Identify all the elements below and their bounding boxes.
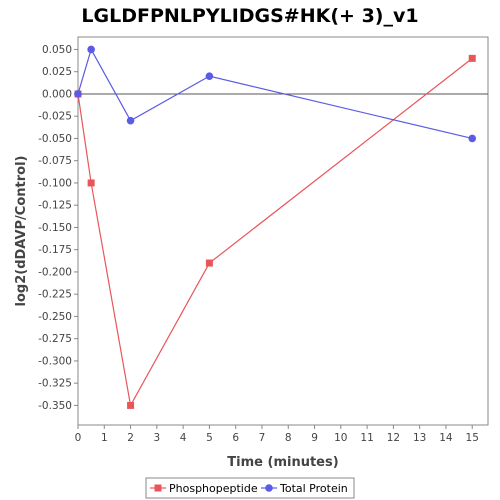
legend-marker-total-protein	[265, 484, 273, 492]
y-tick-label: -0.250	[38, 311, 72, 323]
y-tick-label: -0.050	[38, 133, 72, 145]
x-axis: 0 1 2 3 4 5 6 7 8 9 10 11 12 13 14 15	[75, 425, 479, 444]
series-group	[74, 45, 477, 409]
y-tick-label: -0.075	[38, 155, 72, 167]
data-point-phosphopeptide	[87, 179, 95, 187]
x-tick-label: 1	[101, 432, 108, 444]
x-tick-label: 9	[311, 432, 318, 444]
chart-title: LGLDFPNLPYLIDGS#HK(+ 3)_v1	[81, 5, 418, 27]
x-tick-label: 15	[466, 432, 479, 444]
x-tick-label: 12	[387, 432, 400, 444]
plot-area	[77, 36, 489, 426]
legend-item-total-protein: Total Protein	[261, 482, 348, 495]
y-tick-label: 0.050	[42, 44, 72, 56]
y-axis-label: log2(dDAVP/Control)	[14, 156, 29, 307]
y-tick-label: -0.175	[38, 244, 72, 256]
data-point-total-protein	[205, 72, 214, 80]
y-tick-label: -0.225	[38, 289, 72, 301]
legend: Phosphopeptide Total Protein	[145, 477, 355, 499]
y-tick-label: -0.100	[38, 177, 72, 189]
x-tick-label: 10	[334, 432, 347, 444]
y-tick-label: 0.025	[42, 66, 72, 78]
data-point-total-protein	[74, 90, 82, 98]
legend-label-total-protein: Total Protein	[279, 482, 348, 495]
y-tick-label: -0.200	[38, 266, 72, 278]
y-tick-label: -0.325	[38, 378, 72, 390]
x-tick-label: 7	[259, 432, 266, 444]
x-tick-label: 2	[127, 432, 134, 444]
x-tick-label: 3	[154, 432, 161, 444]
y-tick-label: -0.125	[38, 200, 72, 212]
x-tick-label: 5	[206, 432, 213, 444]
y-tick-label: -0.150	[38, 222, 72, 234]
y-tick-label: -0.350	[38, 400, 72, 412]
y-tick-label: -0.025	[38, 111, 72, 123]
x-tick-label: 4	[180, 432, 187, 444]
legend-box	[145, 477, 355, 499]
legend-label-phosphopeptide: Phosphopeptide	[169, 482, 258, 495]
y-tick-label: 0.000	[42, 88, 72, 100]
legend-item-phosphopeptide: Phosphopeptide	[150, 482, 258, 495]
x-tick-label: 11	[360, 432, 373, 444]
x-tick-label: 14	[439, 432, 453, 444]
data-point-phosphopeptide	[205, 259, 213, 267]
data-point-total-protein	[87, 45, 95, 54]
x-tick-label: 6	[232, 432, 239, 444]
data-point-phosphopeptide	[127, 401, 135, 409]
data-point-total-protein	[126, 116, 135, 125]
data-point-total-protein	[468, 134, 477, 143]
y-axis: 0.050 0.025 0.000 -0.025 -0.050 -0.075 -0.100 -…	[38, 44, 78, 412]
legend-marker-phosphopeptide	[154, 484, 162, 492]
y-tick-label: -0.300	[38, 355, 72, 367]
x-axis-label: Time (minutes)	[227, 455, 338, 470]
x-tick-label: 13	[413, 432, 426, 444]
data-point-phosphopeptide	[468, 54, 476, 62]
x-tick-label: 0	[75, 432, 82, 444]
x-tick-label: 8	[285, 432, 292, 444]
y-tick-label: -0.275	[38, 333, 72, 345]
